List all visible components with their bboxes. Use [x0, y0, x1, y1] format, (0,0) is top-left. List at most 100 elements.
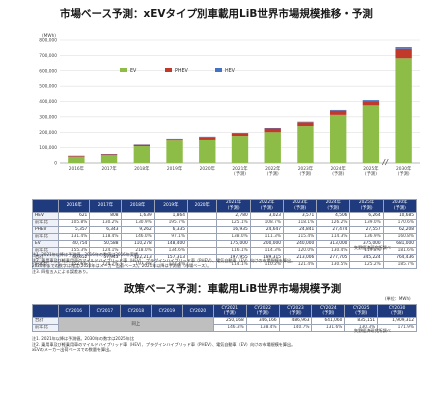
table-cell: 1,909,312 — [377, 317, 417, 325]
table-cell: 125.2% — [349, 261, 384, 269]
table-cell: 835,151 — [344, 317, 379, 325]
header-corner — [31, 199, 60, 213]
note-line: 2020年までの数字は推定(2020年はメーカー出荷ベース)。2021年以降は予… — [32, 263, 212, 268]
source-note-1: 矢野経済研究所調べ — [354, 245, 391, 250]
table-cell — [186, 233, 218, 241]
table-cell: 175,000 — [216, 240, 251, 248]
x-tick-label: 2023年 — [298, 165, 314, 172]
table-cell: 195.7% — [153, 219, 188, 227]
table-cell: 200,000 — [249, 240, 284, 248]
bar-hev — [297, 121, 314, 123]
table-cell: 250,168 — [212, 317, 247, 325]
row-label: HEV — [31, 212, 60, 220]
y-tick-label: 300,000 — [39, 114, 57, 120]
column-header: CY2017 — [88, 304, 121, 318]
bar-ev — [199, 139, 216, 163]
table-cell — [186, 247, 218, 255]
bar-phev — [362, 101, 380, 106]
table-cell: 139.0% — [349, 219, 384, 227]
column-header: CY2030 (予測) — [377, 304, 417, 318]
header-corner — [32, 304, 59, 318]
column-header: CY2023 (予測) — [278, 304, 313, 318]
table-cell: 130.9% — [120, 219, 155, 227]
table-cell: 108.7% — [249, 219, 284, 227]
table-cell: 24,647 — [249, 226, 284, 234]
note-line: 注3. 四捨五入による誤差あり。 — [32, 268, 91, 274]
bar-ev — [395, 58, 412, 163]
table-cell: 171.9% — [377, 324, 417, 332]
bar-hev — [362, 100, 380, 102]
y-tick-label: 500,000 — [39, 84, 57, 90]
table-cell: 114.3% — [316, 233, 351, 241]
column-header: 2025年 (予測) — [349, 199, 384, 213]
bar-hev — [395, 47, 412, 49]
table-cell: 160.8% — [382, 233, 418, 241]
table-cell: 2,780 — [216, 212, 251, 220]
x-tick-label: 2024年 — [331, 165, 347, 172]
column-header: CY2025 (予測) — [344, 304, 379, 318]
table-cell: 5,357 — [58, 226, 91, 234]
table-cell: 127.4% — [153, 261, 188, 269]
y-axis-unit: (MWh) — [42, 33, 56, 39]
bar-ev — [100, 155, 118, 163]
y-tick-label: 200,000 — [39, 130, 57, 136]
x-tick-label: 2021年 — [232, 165, 248, 172]
table-cell: 313,000 — [316, 240, 351, 248]
table-cell: 3,571 — [282, 212, 318, 220]
x-tick-label: 2018年 — [134, 165, 150, 172]
row-label: 前年比 — [31, 233, 60, 241]
table-cell — [186, 219, 218, 227]
forecast-label: (予測) — [267, 170, 279, 177]
table-cell: 138.0% — [216, 233, 251, 241]
table-cell: 146.0% — [120, 233, 155, 241]
table-cell: 138.4% — [245, 324, 280, 332]
market-table: 2016年 2017年 2018年 2019年 2020年 2021年 (予測) 2022年(… — [31, 199, 418, 269]
table-cell — [186, 226, 218, 234]
table-cell: 345,224 — [349, 254, 384, 262]
table-row: 前年比 105.8% 130.2% 130.9% 195.7% 125.1% 108.7% 1… — [31, 219, 418, 227]
stacked-bar-chart: 0 100,000 200,000 300,000 400,000 500,000 600,… — [39, 33, 420, 177]
bar-ev — [297, 126, 314, 163]
bar-phev — [199, 137, 216, 140]
table-cell: 6,264 — [349, 212, 384, 220]
chart1-title: 市場ベース予測：xEVタイプ別車載用LiB世界市場規模推移・予測 — [60, 8, 373, 20]
x-tick-label: 2025年 — [363, 165, 379, 172]
table-cell: 1,864 — [153, 212, 188, 220]
bar-hev — [330, 109, 347, 111]
forecast-label: (予測) — [299, 170, 311, 177]
bar-ev — [264, 132, 281, 163]
bar-ev — [231, 136, 249, 163]
x-tick-label: 2022年 — [265, 165, 281, 172]
note-line: 注1. 2021年以降は予測値。2030年の数字は2025年比 — [32, 336, 134, 341]
row-label: EV — [31, 240, 60, 248]
table-cell: 808 — [89, 212, 122, 220]
legend-swatch-hev — [215, 68, 222, 72]
table-row: PHEV 5,357 6,343 9,262 6,335 16,935 24,647 24,8… — [31, 226, 418, 234]
table-cell: 110,278 — [120, 240, 155, 248]
table-cell: 4,506 — [316, 212, 351, 220]
table-cell: 120.0% — [282, 247, 318, 255]
table-cell: 346,166 — [245, 317, 280, 325]
legend-label-hev: HEV — [225, 68, 236, 74]
table-cell: 16,935 — [216, 226, 251, 234]
table-cell: 126.2% — [316, 219, 351, 227]
table-cell: 62,208 — [382, 226, 418, 234]
bar-phev — [166, 139, 183, 141]
table-cell: 24,841 — [282, 226, 318, 234]
bar-phev — [231, 133, 249, 137]
column-header: 2016年 — [58, 199, 91, 213]
table-cell: 240,000 — [282, 240, 318, 248]
legend-label-ev: EV — [130, 68, 137, 74]
table-cell: 130.2% — [89, 219, 122, 227]
table-row: HEV 621 808 1,639 1,864 2,780 3,023 3,571 4,506 6… — [31, 212, 418, 220]
y-tick-label: 600,000 — [39, 68, 57, 74]
column-header: CY2022 (予測) — [245, 304, 280, 318]
bar-phev — [68, 155, 85, 157]
x-tick-label: 2016年 — [69, 165, 85, 172]
table-cell: 131.6% — [311, 324, 346, 332]
table-row: 前年比 146.3% 138.4% 140.7% 131.6% 130.3% 171.9% — [32, 324, 417, 332]
column-header: 2018年 — [120, 199, 155, 213]
column-header: 2019年 — [153, 199, 188, 213]
table-row: 合計 同上 250,168 346,166 486,963 641,060 835,151 1… — [32, 317, 417, 332]
table-cell: 116.1% — [216, 247, 251, 255]
